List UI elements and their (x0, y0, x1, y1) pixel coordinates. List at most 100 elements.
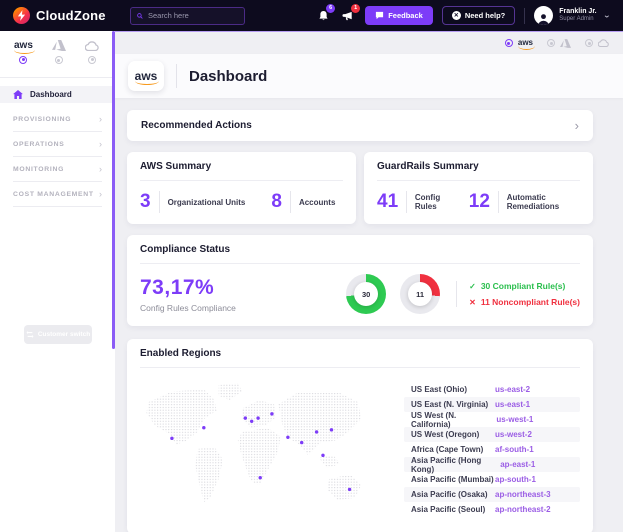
chevron-right-icon: › (99, 189, 102, 199)
avatar (534, 6, 554, 25)
customer-switch-button[interactable]: Customer switch (24, 325, 92, 344)
compliant-donut-value: 30 (354, 282, 379, 306)
region-row: Asia Pacific (Osaka) ap-northeast-3 (404, 487, 580, 502)
legend-compliant-text: 30 Compliant Rule(s) (480, 281, 566, 291)
provider-bar-gcp[interactable] (585, 39, 609, 47)
compliance-status-card: Compliance Status 73,17% Config Rules Co… (127, 235, 593, 326)
page-header: aws Dashboard (115, 54, 623, 98)
region-code: ap-south-1 (495, 475, 536, 484)
swap-icon (26, 331, 34, 338)
sidebar-item-cost-management[interactable]: COST MANAGEMENT › (13, 182, 102, 207)
sidebar-item-label: Dashboard (30, 90, 72, 99)
compliance-percent-label: Config Rules Compliance (140, 302, 236, 313)
recommended-actions-card[interactable]: Recommended Actions › (127, 110, 593, 141)
region-code: us-west-1 (496, 415, 534, 424)
stat-label: Config Rules (414, 193, 441, 211)
need-help-button[interactable]: ✕ Need help? (441, 6, 516, 25)
user-menu[interactable]: Franklin Jr. Super Admin ⌄ (534, 6, 611, 25)
divider (140, 263, 580, 264)
user-name: Franklin Jr. (559, 7, 597, 15)
compliance-percent: 73,17% (140, 275, 215, 299)
compliance-legend: ✓ 30 Compliant Rule(s) ✕ 11 Noncompliant… (456, 281, 580, 307)
stat-value: 8 (271, 191, 282, 212)
search-input[interactable] (148, 11, 238, 20)
provider-bar-aws[interactable]: aws (504, 38, 536, 50)
bell-badge: 6 (326, 3, 336, 13)
recommended-actions-title: Recommended Actions (141, 120, 252, 131)
aws-radio[interactable] (19, 55, 28, 64)
menu-label: MONITORING (13, 165, 65, 173)
sidebar-item-monitoring[interactable]: MONITORING › (13, 157, 102, 182)
stat-accounts: 8 Accounts (271, 191, 335, 213)
aws-logo-icon: aws (517, 38, 536, 50)
guardrails-summary-card: GuardRails Summary 41 Config Rules 12 Au… (364, 152, 593, 224)
notifications-bell-button[interactable]: 6 (315, 3, 336, 24)
region-code: ap-northeast-3 (495, 490, 551, 499)
help-label: Need help? (464, 11, 506, 20)
compliance-status-title: Compliance Status (140, 244, 231, 255)
provider-bar-azure[interactable] (547, 38, 571, 48)
top-bar: CloudZone 6 1 Feedback ✕ Need help? (0, 0, 623, 31)
region-row: Asia Pacific (Seoul) ap-northeast-2 (404, 502, 580, 517)
divider (140, 367, 580, 368)
menu-label: COST MANAGEMENT (13, 190, 94, 198)
region-code: ap-east-1 (500, 460, 536, 469)
region-name: Asia Pacific (Seoul) (411, 505, 486, 514)
azure-radio[interactable] (54, 56, 63, 64)
home-icon (13, 90, 23, 99)
cards-container: Recommended Actions › AWS Summary 3 Orga… (115, 98, 623, 532)
sidebar-item-dashboard[interactable]: Dashboard (0, 86, 115, 103)
brand-logo[interactable]: CloudZone (0, 7, 130, 24)
feedback-button[interactable]: Feedback (365, 6, 433, 25)
search-box[interactable] (130, 6, 245, 25)
region-name: US West (Oregon) (411, 430, 480, 439)
page-title: Dashboard (189, 67, 268, 85)
provider-radio-bar: aws (115, 32, 623, 54)
provider-gcp[interactable] (85, 40, 99, 64)
stat-organizational-units: 3 Organizational Units (140, 191, 245, 213)
divider (406, 191, 407, 213)
divider (377, 180, 580, 181)
region-name: Africa (Cape Town) (411, 445, 484, 454)
chevron-down-icon: ⌄ (602, 10, 611, 20)
aws-logo-card: aws (128, 61, 164, 91)
chevron-right-icon: › (99, 114, 102, 124)
gcp-radio[interactable] (585, 39, 593, 47)
announcements-button[interactable]: 1 (340, 3, 361, 24)
check-icon: ✓ (469, 281, 476, 291)
region-code: ap-northeast-2 (495, 505, 551, 514)
divider (158, 191, 160, 213)
region-row: US West (Oregon) us-west-2 (404, 427, 580, 442)
user-meta: Franklin Jr. Super Admin (559, 8, 596, 24)
sidebar-scrollbar[interactable] (112, 31, 115, 349)
chevron-right-icon: › (574, 118, 579, 133)
azure-radio[interactable] (547, 39, 555, 47)
aws-radio[interactable] (504, 39, 513, 47)
top-right-actions: 6 1 Feedback ✕ Need help? Franklin Jr. (315, 3, 623, 25)
stat-config-rules: 41 Config Rules (377, 191, 451, 213)
region-code: af-south-1 (495, 445, 534, 454)
header-vertical-divider (176, 64, 177, 88)
stat-label: Organizational Units (167, 197, 246, 207)
region-name: Asia Pacific (Hong Kong) (411, 455, 482, 474)
provider-azure[interactable] (51, 40, 66, 64)
provider-aws[interactable]: aws (14, 40, 35, 64)
menu-label: OPERATIONS (13, 140, 65, 148)
region-row: Asia Pacific (Hong Kong) ap-east-1 (404, 455, 580, 474)
menu-label: PROVISIONING (13, 115, 72, 123)
sidebar-item-operations[interactable]: OPERATIONS › (13, 132, 102, 157)
cross-icon: ✕ (469, 297, 476, 307)
gcp-radio[interactable] (88, 55, 96, 64)
sidebar-item-provisioning[interactable]: PROVISIONING › (13, 107, 102, 132)
stat-value: 3 (140, 191, 151, 212)
region-name: Asia Pacific (Osaka) (411, 490, 488, 499)
region-row: US East (Ohio) us-east-2 (404, 382, 580, 397)
header-divider (524, 7, 526, 24)
user-role: Super Admin (559, 16, 594, 23)
region-markers (170, 412, 352, 492)
divider (140, 180, 343, 181)
summary-row: AWS Summary 3 Organizational Units 8 Acc… (127, 152, 593, 224)
world-map (146, 383, 362, 503)
compliant-donut: 30 (346, 274, 387, 314)
region-name: US West (N. California) (411, 410, 457, 429)
